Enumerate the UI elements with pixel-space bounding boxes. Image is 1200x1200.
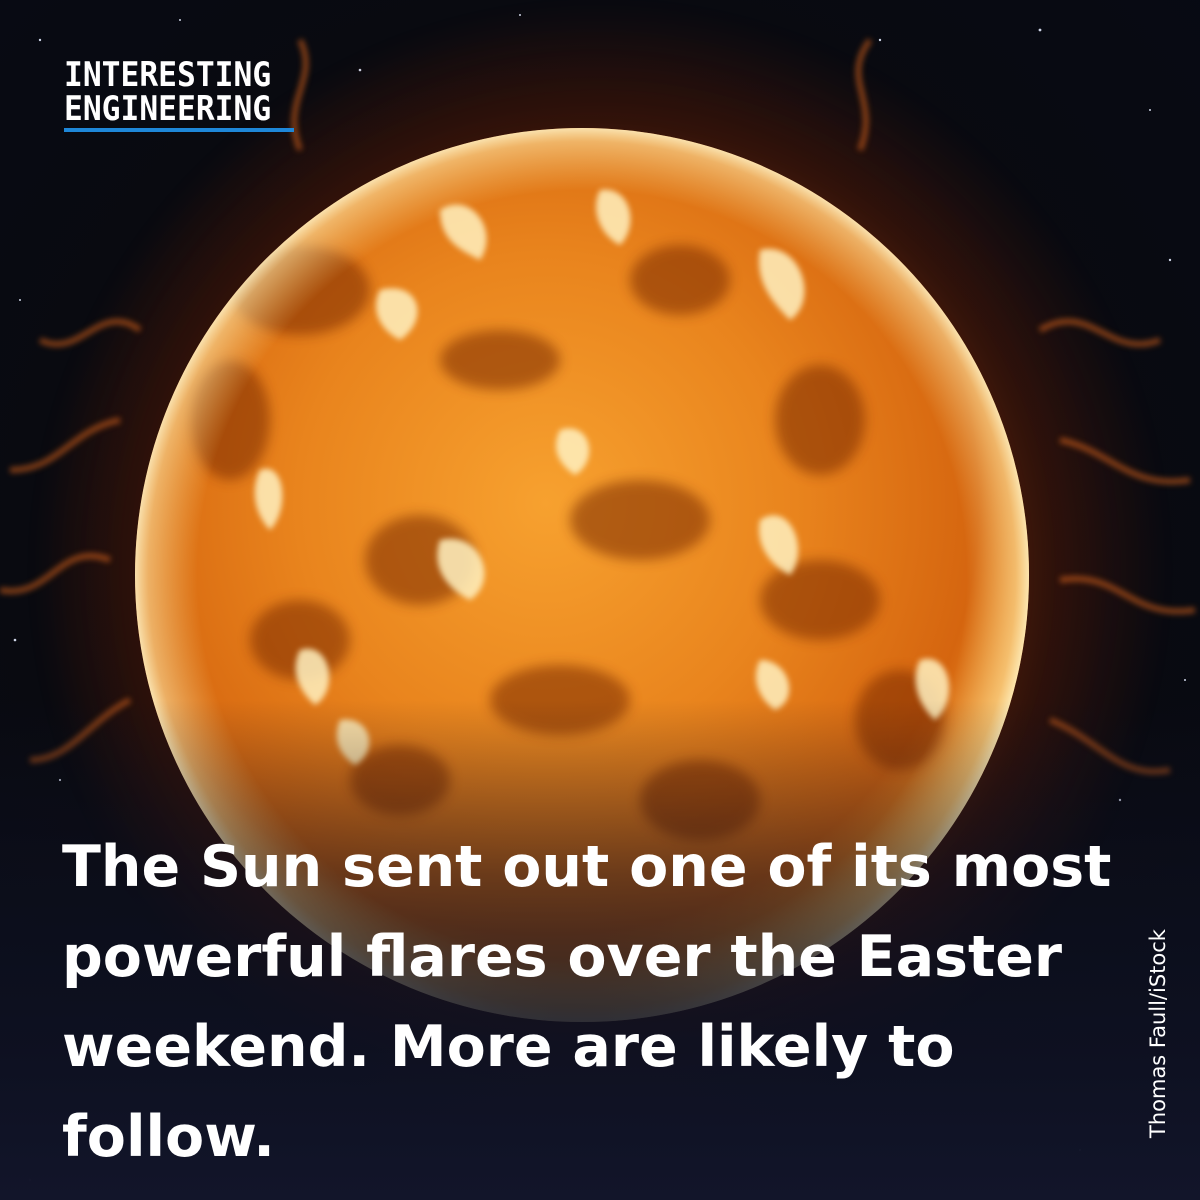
- headline-line-4: follow.: [62, 1104, 275, 1170]
- brand-logo[interactable]: INTERESTING ENGINEERING: [64, 58, 314, 132]
- headline-line-2: powerful flares over the Easter: [62, 924, 1063, 990]
- headline-highlight: powerful flares over the Easter: [62, 912, 1063, 1002]
- headline-line-3: weekend. More are likely to: [62, 1014, 955, 1080]
- headline-line-2-wrap: powerful flares over the Easter: [62, 912, 1122, 1002]
- solar-flares: [0, 38, 1196, 775]
- text-backdrop-gradient: [0, 700, 1200, 1200]
- headline-line-1: The Sun sent out one of its most: [62, 834, 1112, 900]
- headline: The Sun sent out one of its most powerfu…: [62, 822, 1122, 1182]
- logo-line-2: ENGINEERING: [64, 92, 294, 132]
- logo-line-1: INTERESTING: [64, 55, 272, 95]
- photo-credit: Thomas Faull/iStock: [1146, 929, 1170, 1138]
